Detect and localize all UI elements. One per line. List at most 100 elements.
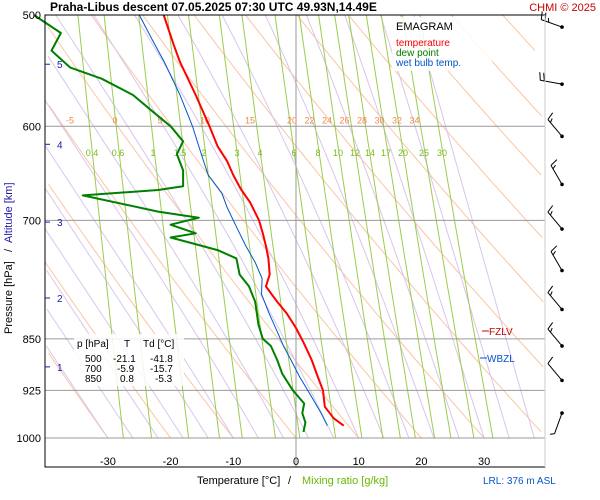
legend-background: [392, 17, 492, 71]
dry-adiabat-line: [48, 105, 297, 439]
moist-adiabat-line: [305, 14, 460, 439]
wind-barb-station: [560, 307, 564, 312]
moist-adiabat-label: 26: [339, 115, 349, 125]
moist-adiabat-line: [45, 345, 109, 439]
dry-adiabat-label: 15: [245, 115, 255, 125]
wind-barb-station: [560, 134, 564, 139]
wind-barb-feather: [549, 327, 553, 333]
wind-barb: [547, 285, 564, 312]
mixing-ratio-line: [274, 14, 337, 439]
moist-adiabat-line: [221, 14, 410, 439]
wind-barb-feather: [547, 205, 554, 213]
altitude-tick-label: 2: [57, 294, 63, 305]
x-tick-label: 30: [478, 456, 490, 468]
wind-barb-feather: [547, 17, 550, 23]
wind-barb-feather: [547, 356, 554, 364]
moist-adiabat-line: [47, 56, 284, 439]
wind-barb-feather: [543, 72, 545, 82]
dry-adiabat-line: [348, 14, 543, 238]
moist-adiabat-label: 34: [409, 115, 419, 125]
mixing-ratio-line: [380, 14, 452, 439]
chart-title: Praha-Libus descent 07.05.2025 07:30 UTC…: [50, 0, 377, 14]
moist-adiabat-line: [380, 14, 510, 439]
mixing-ratio-line: [365, 14, 436, 439]
mixing-ratio-label: 20: [398, 148, 408, 158]
legend-temperature: temperature: [396, 38, 450, 49]
x-axis-label-temperature: Temperature [°C]: [197, 475, 280, 487]
pressure-tick-label: 600: [23, 121, 41, 133]
pressure-tick-label: 925: [23, 385, 41, 397]
moist-adiabat-line: [177, 14, 385, 439]
mixing-ratio-line: [188, 14, 243, 439]
x-axis-label-mixing-ratio: Mixing ratio [g/kg]: [302, 475, 388, 487]
dry-adiabat-label: 0: [112, 115, 117, 125]
series-line-wet-bulb-temp: [138, 14, 328, 426]
altitude-tick-label: 1: [57, 363, 63, 374]
table-cell: -15.7: [150, 364, 173, 375]
wbzl-marker: WBZL: [480, 354, 515, 365]
wind-barb-station: [560, 268, 564, 273]
dry-adiabat-label: 5: [157, 115, 162, 125]
mixing-ratio-label: 0.6: [112, 148, 125, 158]
legend-box: EMAGRAM temperature dew point wet bulb t…: [392, 17, 492, 71]
dry-adiabat-label: 10: [200, 115, 210, 125]
moist-adiabat-line: [93, 14, 335, 439]
mixing-ratio-label: 2: [201, 148, 206, 158]
moist-adiabat-line: [344, 14, 485, 439]
x-tick-label: -20: [163, 456, 179, 468]
wind-barb-station: [560, 344, 564, 348]
pressure-tick-label: 850: [23, 334, 41, 346]
wind-barb-feather: [547, 322, 554, 330]
dry-adiabat-line: [193, 14, 542, 433]
mixing-ratio-label: 25: [419, 148, 429, 158]
y-axis-label-separator: /: [3, 248, 15, 252]
wbzl-label: WBZL: [487, 354, 515, 365]
table-cell: -21.1: [113, 354, 136, 365]
profile-series-layer: [33, 14, 345, 433]
wind-barb: [549, 411, 564, 435]
mixing-ratio-line: [298, 14, 363, 439]
moist-adiabat-line: [413, 14, 535, 439]
pressure-tick-label: 1000: [17, 433, 41, 445]
data-table: p [hPa] T Td [°C] 500 -21.1 -41.8 700 -5…: [74, 334, 184, 386]
wind-barb: [539, 72, 564, 86]
mixing-ratio-label: 1: [150, 148, 155, 158]
wind-barb: [550, 245, 564, 273]
dry-adiabat-line: [47, 26, 360, 439]
mixing-ratio-label: 1.5: [174, 148, 187, 158]
x-tick-label: 10: [353, 456, 365, 468]
dry-adiabat-line: [48, 184, 234, 439]
wind-barb-station: [560, 25, 564, 29]
altitude-tick-label: 4: [57, 140, 63, 151]
pressure-tick-label: 700: [23, 215, 41, 227]
pressure-tick-label: 500: [23, 10, 41, 22]
wind-barb: [547, 112, 564, 139]
moist-adiabat-line: [44, 100, 259, 439]
moist-adiabat-line: [45, 188, 209, 439]
moist-adiabat-label: 22: [304, 115, 314, 125]
moist-adiabat-line: [264, 14, 435, 439]
y-axis-label-altitude: Altitude [km]: [3, 182, 15, 243]
wind-barb-feather: [547, 285, 554, 293]
y-axis-label-pressure: Pressure [hPa]: [3, 261, 15, 334]
mixing-ratio-line: [218, 14, 276, 439]
wind-barb-feather: [549, 433, 555, 435]
dry-adiabat-line: [142, 14, 485, 439]
wind-barb-station: [560, 182, 564, 187]
mixing-ratio-line: [348, 14, 416, 439]
wind-barb-feather: [549, 210, 553, 216]
wind-barb-feather: [550, 245, 558, 252]
moist-adiabat-label: 20: [287, 115, 297, 125]
x-tick-label: 20: [415, 456, 427, 468]
wind-barb-feather: [552, 164, 556, 170]
table-cell: -41.8: [150, 354, 173, 365]
table-cell: 850: [85, 374, 102, 385]
mixing-ratio-line: [318, 14, 384, 439]
wind-barb: [547, 322, 564, 348]
mixing-ratio-line: [334, 14, 401, 439]
wind-barb-station: [560, 411, 564, 415]
lrl-label: LRL: 376 m ASL: [483, 476, 556, 487]
wind-barb-staff: [554, 412, 563, 434]
